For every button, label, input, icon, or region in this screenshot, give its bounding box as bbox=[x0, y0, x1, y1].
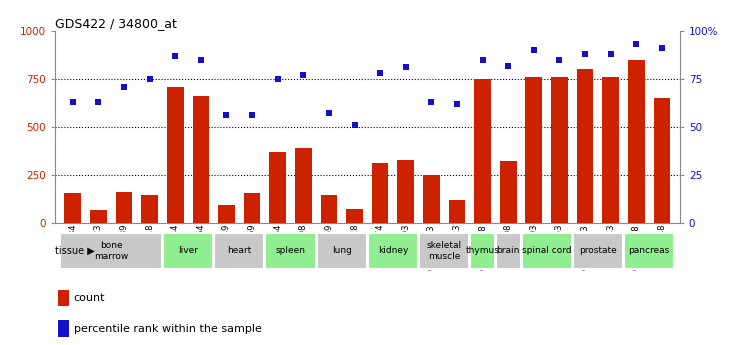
Bar bbox=[64, 193, 81, 223]
Text: percentile rank within the sample: percentile rank within the sample bbox=[74, 324, 262, 334]
Bar bbox=[265, 233, 316, 269]
Point bbox=[630, 42, 642, 47]
Bar bbox=[214, 233, 265, 269]
Text: lung: lung bbox=[332, 246, 352, 256]
Text: bone
marrow: bone marrow bbox=[94, 241, 129, 261]
Bar bbox=[346, 209, 363, 223]
Point bbox=[118, 84, 130, 89]
Text: brain: brain bbox=[496, 246, 520, 256]
Bar bbox=[141, 195, 158, 223]
Point bbox=[144, 76, 156, 82]
Point bbox=[477, 57, 488, 62]
Bar bbox=[192, 96, 209, 223]
Point bbox=[170, 53, 181, 59]
Bar bbox=[573, 233, 623, 269]
Text: GDS422 / 34800_at: GDS422 / 34800_at bbox=[55, 17, 177, 30]
Point bbox=[221, 112, 232, 118]
Text: kidney: kidney bbox=[378, 246, 408, 256]
Bar bbox=[163, 233, 213, 269]
Text: pancreas: pancreas bbox=[629, 246, 670, 256]
Bar bbox=[218, 205, 235, 223]
Bar bbox=[321, 195, 337, 223]
Point bbox=[374, 70, 386, 76]
Point bbox=[195, 57, 207, 62]
Point bbox=[502, 63, 514, 68]
Point bbox=[579, 51, 591, 57]
Bar bbox=[167, 87, 183, 223]
Bar bbox=[470, 233, 495, 269]
Point bbox=[323, 111, 335, 116]
Bar bbox=[449, 199, 466, 223]
Text: skeletal
muscle: skeletal muscle bbox=[427, 241, 462, 261]
Bar bbox=[115, 192, 132, 223]
Text: heart: heart bbox=[227, 246, 251, 256]
Point bbox=[349, 122, 360, 128]
Bar bbox=[628, 60, 645, 223]
Bar bbox=[654, 98, 670, 223]
Point bbox=[298, 72, 309, 78]
Bar bbox=[58, 290, 69, 306]
Bar bbox=[602, 77, 619, 223]
Point bbox=[553, 57, 565, 62]
Bar bbox=[496, 233, 520, 269]
Text: liver: liver bbox=[178, 246, 198, 256]
Point bbox=[93, 99, 105, 105]
Point bbox=[605, 51, 616, 57]
Bar bbox=[577, 69, 594, 223]
Bar bbox=[500, 161, 517, 223]
Bar bbox=[624, 233, 674, 269]
Text: count: count bbox=[74, 293, 105, 303]
Point bbox=[528, 47, 539, 53]
Bar bbox=[521, 233, 572, 269]
Point bbox=[246, 112, 258, 118]
Point bbox=[656, 46, 667, 51]
Text: prostate: prostate bbox=[579, 246, 617, 256]
Bar bbox=[419, 233, 469, 269]
Bar bbox=[61, 233, 162, 269]
Bar bbox=[295, 148, 311, 223]
Point bbox=[272, 76, 284, 82]
Text: spleen: spleen bbox=[276, 246, 306, 256]
Bar bbox=[243, 193, 260, 223]
Bar bbox=[58, 321, 69, 337]
Point bbox=[451, 101, 463, 107]
Bar bbox=[269, 152, 286, 223]
Text: thymus: thymus bbox=[466, 246, 499, 256]
Text: spinal cord: spinal cord bbox=[522, 246, 572, 256]
Point bbox=[425, 99, 437, 105]
Text: tissue ▶: tissue ▶ bbox=[55, 246, 95, 256]
Bar bbox=[423, 175, 439, 223]
Point bbox=[67, 99, 79, 105]
Bar bbox=[372, 163, 388, 223]
Bar bbox=[551, 77, 568, 223]
Bar bbox=[368, 233, 418, 269]
Point bbox=[400, 65, 412, 70]
Bar bbox=[90, 210, 107, 223]
Bar bbox=[317, 233, 367, 269]
Bar bbox=[526, 77, 542, 223]
Bar bbox=[398, 160, 414, 223]
Bar bbox=[474, 79, 491, 223]
